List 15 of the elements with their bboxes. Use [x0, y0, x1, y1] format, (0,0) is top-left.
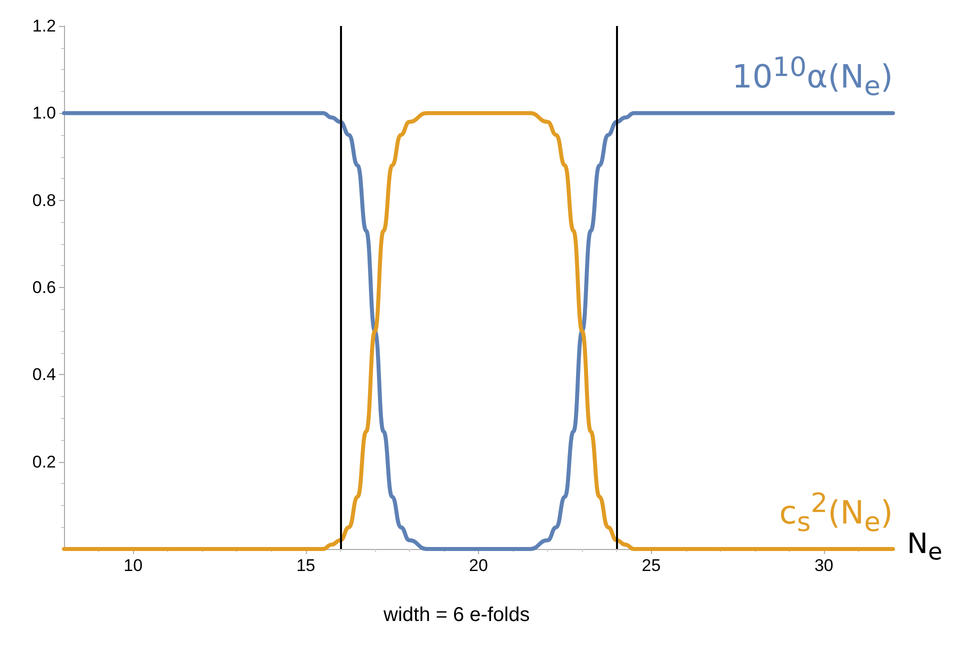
y-tick-label: 1.0 [32, 104, 56, 123]
y-tick-label: 0.2 [32, 452, 56, 472]
y-tick-label: 0.8 [32, 190, 56, 210]
y-tick-label: 0.4 [32, 365, 56, 384]
x-axis-title: N$_{e}$ [907, 527, 942, 566]
text: width = 6 e-folds [382, 604, 530, 626]
x-tick-label: 15 [296, 556, 316, 575]
x-tick-label: 30 [814, 556, 834, 575]
x-tick-label: 10 [124, 556, 143, 575]
y-tick-label: 1.2 [32, 16, 56, 36]
y-tick-label: 0.6 [32, 278, 56, 297]
x-tick-label: 25 [642, 556, 661, 575]
series-label: 10$^{10}$α(N$_{e}$) [732, 52, 893, 102]
series-label: c$_{s}$$^{2}$(N$_{e}$) [779, 488, 893, 538]
x-tick-label: 20 [469, 556, 488, 575]
